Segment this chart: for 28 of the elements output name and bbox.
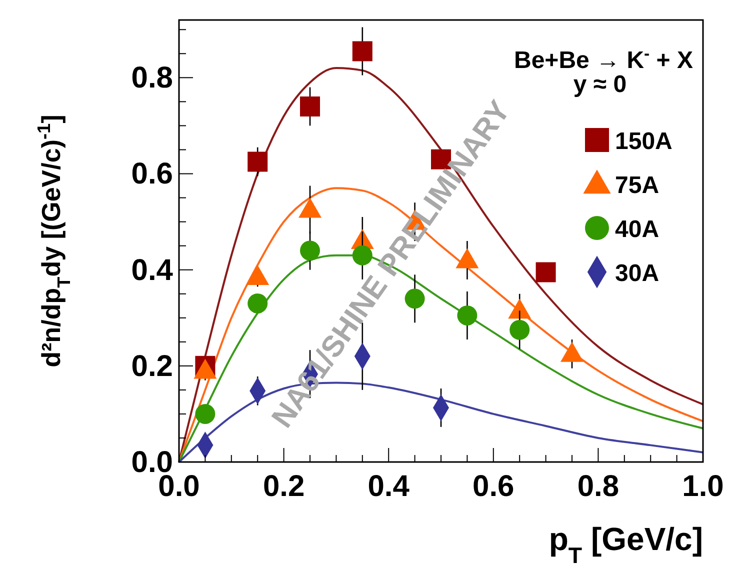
line-series [178,67,704,463]
legend-label: 150A [615,128,672,155]
x-tick-label: 0.2 [262,470,305,503]
x-tick-label: 0.8 [577,470,620,503]
y-tick-label: 0.8 [131,62,173,95]
point [352,245,372,266]
x-axis-title: p$_{T}$ [GeV/c] [548,521,703,568]
y-tick-label: 0.2 [131,350,173,383]
y-tick-label: 0.6 [131,158,173,191]
point [300,96,320,116]
legend-label: 40A [615,216,660,243]
point [352,41,372,62]
point [248,293,268,314]
legend-label: 30A [615,260,660,287]
point [510,320,530,340]
point [536,262,556,282]
y-tick-label: 0.4 [131,254,174,287]
x-tick-label: 1.0 [682,470,724,503]
annotation: y ≈ 0 [573,71,627,98]
annotation: Be+Be → K$^{-}$ + X [514,44,693,74]
x-tick-label: 0.6 [472,470,514,503]
point [457,305,478,326]
point [300,240,320,261]
point [248,152,268,172]
legend-label: 75A [615,172,660,199]
x-tick-label: 0.4 [368,470,410,503]
point [195,404,216,424]
point [404,288,425,309]
